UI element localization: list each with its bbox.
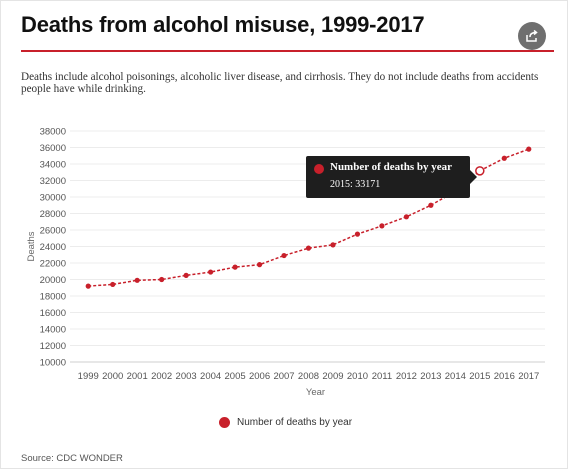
y-tick-label: 22000 — [40, 259, 66, 270]
data-point[interactable] — [526, 146, 532, 152]
x-tick-label: 1999 — [78, 371, 99, 382]
data-point[interactable] — [305, 245, 312, 251]
y-tick-label: 30000 — [40, 193, 66, 204]
tooltip-series-marker — [314, 164, 324, 174]
x-tick-label: 2016 — [494, 371, 515, 382]
data-tooltip: Number of deaths by year 2015: 33171 — [306, 156, 477, 198]
legend-marker — [219, 417, 230, 428]
x-axis-ticks: 1999 2000 2001 2002 2003 2004 2005 2006 2007 2008… — [78, 371, 540, 382]
legend-label: Number of deaths by year — [237, 417, 353, 428]
x-tick-label: 2010 — [347, 371, 368, 382]
y-tick-label: 14000 — [40, 325, 66, 336]
data-point[interactable] — [232, 264, 238, 270]
x-tick-label: 2012 — [396, 371, 417, 382]
data-point[interactable] — [256, 262, 263, 268]
data-point[interactable] — [428, 202, 434, 208]
x-tick-label: 2008 — [298, 371, 319, 382]
x-tick-label: 2004 — [200, 371, 221, 382]
share-icon — [526, 29, 538, 42]
page-title: Deaths from alcohol misuse, 1999-2017 — [21, 12, 425, 37]
x-tick-label: 2015 — [469, 371, 490, 382]
y-tick-label: 36000 — [40, 143, 66, 154]
data-point[interactable] — [208, 269, 214, 275]
x-tick-label: 2005 — [225, 371, 246, 382]
data-point[interactable] — [379, 223, 385, 229]
data-point[interactable] — [183, 272, 189, 278]
x-tick-label: 2006 — [249, 371, 270, 382]
data-point[interactable] — [354, 231, 361, 237]
y-tick-label: 10000 — [40, 358, 66, 369]
x-tick-label: 2017 — [518, 371, 539, 382]
y-tick-label: 12000 — [40, 341, 66, 352]
y-tick-label: 18000 — [40, 292, 66, 303]
x-tick-label: 2011 — [372, 371, 392, 382]
data-point[interactable] — [134, 277, 140, 283]
legend-item[interactable]: Number of deaths by year — [219, 417, 352, 428]
data-point[interactable] — [501, 155, 507, 161]
title-underline — [21, 50, 554, 52]
x-tick-label: 2014 — [445, 371, 466, 382]
data-point[interactable] — [330, 242, 336, 248]
y-axis-title: Deaths — [26, 231, 37, 261]
data-point[interactable] — [403, 214, 409, 220]
x-tick-label: 2003 — [176, 371, 197, 382]
share-button[interactable] — [518, 22, 546, 50]
y-tick-label: 24000 — [40, 242, 66, 253]
y-axis-ticks: 10000 12000 14000 16000 18000 20000 22000 24000… — [40, 127, 66, 369]
data-point[interactable] — [281, 252, 287, 259]
x-tick-label: 2009 — [322, 371, 343, 382]
y-tick-label: 32000 — [40, 176, 66, 187]
highlighted-data-point[interactable] — [475, 166, 485, 176]
x-axis-title: Year — [306, 387, 325, 398]
x-tick-label: 2000 — [102, 371, 123, 382]
y-tick-label: 16000 — [40, 308, 66, 319]
y-tick-label: 38000 — [40, 127, 66, 138]
y-tick-label: 26000 — [40, 226, 66, 237]
data-point[interactable] — [159, 276, 165, 283]
tooltip-series-name: Number of deaths by year — [330, 161, 453, 173]
data-point[interactable] — [85, 283, 91, 289]
x-tick-label: 2001 — [127, 371, 148, 382]
data-point[interactable] — [110, 281, 116, 288]
source-note: Source: CDC WONDER — [21, 453, 123, 464]
chart-subtitle: Deaths include alcohol poisonings, alcoh… — [21, 71, 539, 95]
y-tick-label: 28000 — [40, 209, 66, 220]
tooltip-value: 2015: 33171 — [330, 179, 381, 190]
x-tick-label: 2002 — [151, 371, 172, 382]
y-tick-label: 34000 — [40, 160, 66, 171]
x-tick-label: 2007 — [273, 371, 294, 382]
series-points — [85, 146, 532, 289]
x-tick-label: 2013 — [420, 371, 441, 382]
y-tick-label: 20000 — [40, 275, 66, 286]
